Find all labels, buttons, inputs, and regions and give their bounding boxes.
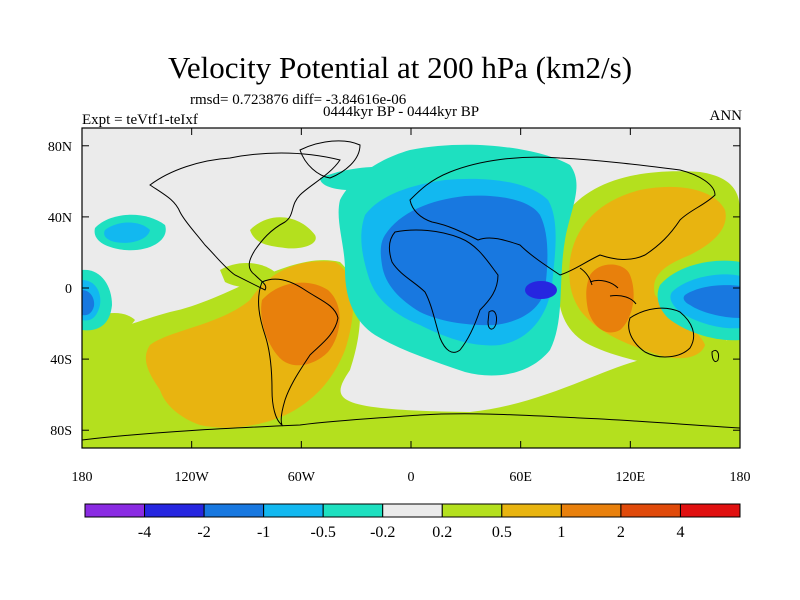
coastline-indonesia [579, 267, 637, 305]
lon-tick-label: 180 [72, 470, 93, 485]
contour-positive-north-pacific [220, 263, 280, 288]
coastline-eurasia [409, 156, 716, 276]
contour-positive-atlantic-north [250, 217, 316, 249]
colorbar-label: -0.5 [311, 524, 336, 541]
colorbar-swatch [203, 503, 265, 518]
lat-tick-label: 80S [50, 424, 72, 439]
lon-tick-label: 120E [616, 470, 646, 485]
season-label: ANN [709, 108, 743, 124]
coastlines [82, 140, 740, 441]
contour-negative-pacific-north-mid [104, 222, 150, 243]
colorbar-label: 0.5 [492, 524, 512, 541]
coastline-new-zealand [711, 349, 719, 363]
coastline-antarctica [82, 413, 740, 441]
lat-tick-label: 40N [48, 211, 72, 226]
colorbar-swatch [560, 503, 622, 518]
coastline-madagascar [487, 310, 497, 330]
colorbar-label: -4 [138, 524, 151, 541]
colorbar-label: -1 [257, 524, 270, 541]
colorbar-swatch [679, 503, 741, 518]
coastline-greenland [299, 140, 361, 179]
colorbar-swatch [441, 503, 503, 518]
colorbar: -4 -2 -1 -0.5 -0.2 0.2 0.5 1 2 4 [84, 503, 741, 541]
rmsd-diff-stats: rmsd= 0.723876 diff= -3.84616e-06 [190, 92, 407, 108]
lat-tick-label: 80N [48, 140, 72, 155]
lon-tick-label: 60E [509, 470, 532, 485]
lat-tick-label: 40S [50, 353, 72, 368]
contour-negative-arctic [320, 166, 420, 190]
coastline-north-america [149, 152, 341, 291]
colorbar-label: -0.2 [370, 524, 395, 541]
contour-negative-pacific-core [683, 285, 740, 318]
coastline-south-america [258, 278, 339, 427]
colorbar-label: 0.2 [432, 524, 452, 541]
contour-positive-indonesia-core [586, 264, 634, 333]
lon-tick-label: 60W [288, 470, 316, 485]
lat-tick-label: 0 [65, 282, 72, 297]
lon-tick-label: 0 [408, 470, 415, 485]
lon-tick-label: 180 [730, 470, 751, 485]
colorbar-swatch [382, 503, 443, 518]
colorbar-swatch [501, 503, 562, 518]
colorbar-swatch [322, 503, 384, 518]
colorbar-swatch [144, 503, 205, 518]
colorbar-label: -2 [197, 524, 210, 541]
colorbar-label: 4 [676, 524, 684, 541]
lon-tick-label: 120W [175, 470, 210, 485]
colorbar-swatch [84, 503, 146, 518]
coastline-australia [628, 307, 695, 358]
colorbar-label: 2 [617, 524, 625, 541]
experiment-label: Expt = teVtf1-teIxf [82, 112, 198, 128]
contour-negative-west-edge-core [82, 290, 95, 316]
coastline-africa [388, 229, 499, 353]
contour-negative-africa-core [380, 195, 548, 326]
period-label: 0444kyr BP - 0444kyr BP [323, 104, 480, 120]
colorbar-label: 1 [557, 524, 565, 541]
longitude-axis: 180 120W 60W 0 60E 120E 180 [72, 128, 751, 485]
contour-negative-indian-ocean-minimum [525, 281, 557, 299]
map-title: Velocity Potential at 200 hPa (km2/s) [167, 50, 633, 85]
latitude-axis: 80N 40N 0 40S 80S [48, 140, 740, 439]
colorbar-swatch [263, 503, 324, 518]
colorbar-swatch [620, 503, 681, 518]
contour-fill-layer [82, 128, 740, 448]
contour-positive-amazon-core [261, 282, 340, 366]
